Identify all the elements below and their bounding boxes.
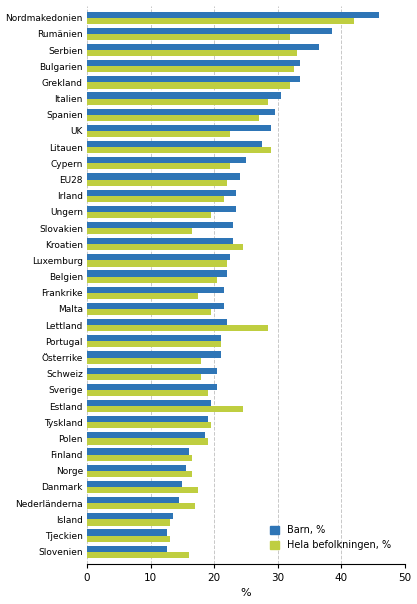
Bar: [87, 196, 224, 202]
Bar: [87, 358, 201, 364]
Bar: [87, 244, 243, 251]
Bar: [87, 131, 230, 137]
Bar: [87, 173, 240, 179]
Legend: Barn, %, Hela befolkningen, %: Barn, %, Hela befolkningen, %: [266, 521, 395, 554]
Bar: [87, 293, 198, 299]
Bar: [87, 422, 211, 428]
Bar: [87, 28, 332, 34]
Bar: [87, 481, 182, 487]
Bar: [87, 60, 300, 66]
Bar: [87, 115, 259, 121]
Bar: [87, 76, 300, 82]
Bar: [87, 212, 211, 218]
Bar: [87, 271, 227, 277]
Bar: [87, 519, 170, 525]
Bar: [87, 416, 208, 422]
Bar: [87, 551, 189, 558]
Bar: [87, 222, 233, 228]
Bar: [87, 50, 297, 56]
Bar: [87, 455, 192, 461]
Bar: [87, 44, 319, 50]
Bar: [87, 254, 230, 260]
Bar: [87, 98, 268, 104]
Bar: [87, 34, 291, 40]
Bar: [87, 464, 186, 471]
Bar: [87, 390, 208, 396]
Bar: [87, 352, 221, 358]
Bar: [87, 66, 294, 72]
Bar: [87, 109, 274, 115]
Bar: [87, 471, 192, 477]
Bar: [87, 309, 211, 315]
Bar: [87, 487, 198, 493]
X-axis label: %: %: [241, 588, 251, 599]
Bar: [87, 163, 230, 170]
Bar: [87, 287, 224, 293]
Bar: [87, 335, 221, 341]
Bar: [87, 319, 227, 325]
Bar: [87, 374, 201, 380]
Bar: [87, 303, 224, 309]
Bar: [87, 157, 246, 163]
Bar: [87, 92, 281, 98]
Bar: [87, 18, 354, 24]
Bar: [87, 449, 189, 455]
Bar: [87, 277, 217, 283]
Bar: [87, 341, 221, 347]
Bar: [87, 82, 291, 89]
Bar: [87, 228, 192, 234]
Bar: [87, 400, 211, 406]
Bar: [87, 529, 166, 536]
Bar: [87, 125, 271, 131]
Bar: [87, 190, 236, 196]
Bar: [87, 513, 173, 519]
Bar: [87, 325, 268, 332]
Bar: [87, 497, 179, 503]
Bar: [87, 238, 233, 244]
Bar: [87, 545, 166, 551]
Bar: [87, 179, 227, 185]
Bar: [87, 432, 205, 439]
Bar: [87, 147, 271, 153]
Bar: [87, 206, 236, 212]
Bar: [87, 141, 262, 147]
Bar: [87, 384, 217, 390]
Bar: [87, 503, 195, 509]
Bar: [87, 368, 217, 374]
Bar: [87, 11, 379, 18]
Bar: [87, 439, 208, 445]
Bar: [87, 260, 227, 266]
Bar: [87, 536, 170, 542]
Bar: [87, 406, 243, 412]
